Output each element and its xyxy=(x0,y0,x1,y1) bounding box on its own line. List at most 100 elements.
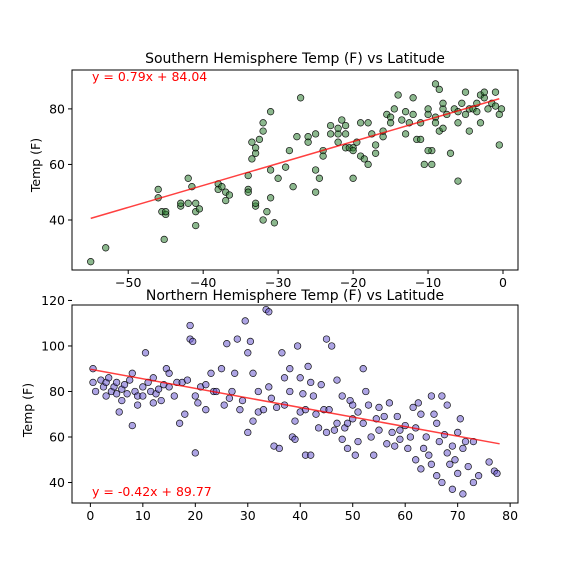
x-tick-label: −40 xyxy=(190,275,216,290)
data-point xyxy=(454,469,462,478)
data-point xyxy=(280,374,289,382)
y-ticks: 40 60 80 xyxy=(49,101,72,228)
data-point xyxy=(322,428,331,437)
data-point xyxy=(438,392,446,400)
chart-title: Southern Hemisphere Temp (F) vs Latitude xyxy=(145,51,445,67)
data-point xyxy=(270,219,279,227)
data-point xyxy=(202,381,210,389)
data-point xyxy=(225,394,234,402)
data-point xyxy=(319,152,327,160)
data-point xyxy=(371,141,380,149)
data-point xyxy=(218,183,226,191)
data-point xyxy=(231,369,239,377)
data-point xyxy=(404,444,412,453)
data-point xyxy=(416,135,425,144)
data-point xyxy=(184,199,192,207)
data-point xyxy=(274,174,282,182)
data-point xyxy=(265,308,273,316)
data-point xyxy=(266,108,275,116)
data-point xyxy=(380,412,388,421)
x-tick-label: 40 xyxy=(292,508,308,523)
data-point xyxy=(356,119,365,127)
data-point xyxy=(443,401,451,409)
data-point xyxy=(469,478,478,487)
y-tick-label: 60 xyxy=(49,430,65,445)
data-point xyxy=(375,426,383,434)
data-point xyxy=(367,433,375,441)
data-point xyxy=(248,138,256,146)
data-point xyxy=(275,444,283,453)
data-point xyxy=(255,135,264,144)
data-point xyxy=(266,166,275,174)
data-point xyxy=(476,119,485,127)
data-point xyxy=(446,149,455,157)
data-point xyxy=(217,365,226,373)
data-point xyxy=(191,449,199,457)
data-point xyxy=(162,208,170,216)
data-point xyxy=(446,460,454,468)
data-point xyxy=(249,369,257,377)
data-point xyxy=(420,160,428,169)
data-point xyxy=(192,221,200,230)
data-point xyxy=(334,124,342,132)
data-point xyxy=(89,378,97,387)
y-tick-label: 80 xyxy=(49,384,65,399)
data-point xyxy=(307,451,315,459)
chart-title: Northern Hemisphere Temp (F) vs Latitude xyxy=(146,288,444,304)
data-point xyxy=(409,110,417,119)
data-point xyxy=(115,408,123,416)
data-point xyxy=(338,435,346,443)
data-point xyxy=(266,194,275,202)
data-point xyxy=(349,174,357,182)
data-point xyxy=(333,419,341,427)
data-point xyxy=(427,392,436,400)
data-point xyxy=(375,403,383,412)
data-point xyxy=(233,335,241,343)
data-point xyxy=(393,412,401,421)
data-point xyxy=(406,433,415,441)
data-point xyxy=(422,433,430,441)
data-point xyxy=(102,244,110,252)
data-point xyxy=(192,199,200,207)
data-point xyxy=(312,410,320,418)
x-ticks: 0 10 20 30 40 50 60 70 80 xyxy=(86,503,518,523)
data-point xyxy=(304,362,312,371)
data-point xyxy=(281,163,290,171)
data-point xyxy=(491,102,500,110)
data-point xyxy=(311,130,320,138)
data-point xyxy=(330,426,339,434)
y-tick-label: 60 xyxy=(49,157,65,172)
data-point xyxy=(293,133,301,141)
data-point xyxy=(354,408,362,416)
x-tick-label: 20 xyxy=(187,508,203,523)
data-point xyxy=(272,403,281,412)
data-point xyxy=(317,381,325,389)
data-point xyxy=(425,451,433,459)
data-point xyxy=(495,141,503,149)
data-point xyxy=(430,410,438,418)
regression-equation: y = 0.79x + 84.04 xyxy=(92,69,207,84)
data-point xyxy=(349,401,357,409)
data-point xyxy=(433,472,441,480)
data-point xyxy=(259,216,267,224)
data-point xyxy=(451,456,459,464)
data-point xyxy=(267,394,276,402)
data-point xyxy=(359,419,367,427)
x-tick-label: −30 xyxy=(265,275,291,290)
x-tick-label: 30 xyxy=(240,508,256,523)
data-point xyxy=(338,116,346,124)
data-point xyxy=(326,121,335,130)
data-point xyxy=(388,428,396,437)
data-point xyxy=(461,88,470,96)
regression-equation: y = -0.42x + 89.77 xyxy=(92,484,212,499)
data-point xyxy=(484,105,492,113)
data-point xyxy=(417,410,425,418)
data-point xyxy=(223,340,231,348)
data-point xyxy=(251,144,260,152)
data-point xyxy=(265,383,273,391)
data-point xyxy=(359,365,367,373)
data-point xyxy=(304,138,312,146)
y-tick-label: 80 xyxy=(49,101,65,116)
data-point xyxy=(473,108,481,116)
data-point xyxy=(493,469,501,478)
